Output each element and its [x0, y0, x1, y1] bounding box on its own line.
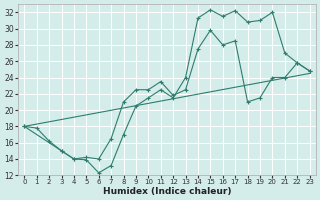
X-axis label: Humidex (Indice chaleur): Humidex (Indice chaleur): [103, 187, 231, 196]
